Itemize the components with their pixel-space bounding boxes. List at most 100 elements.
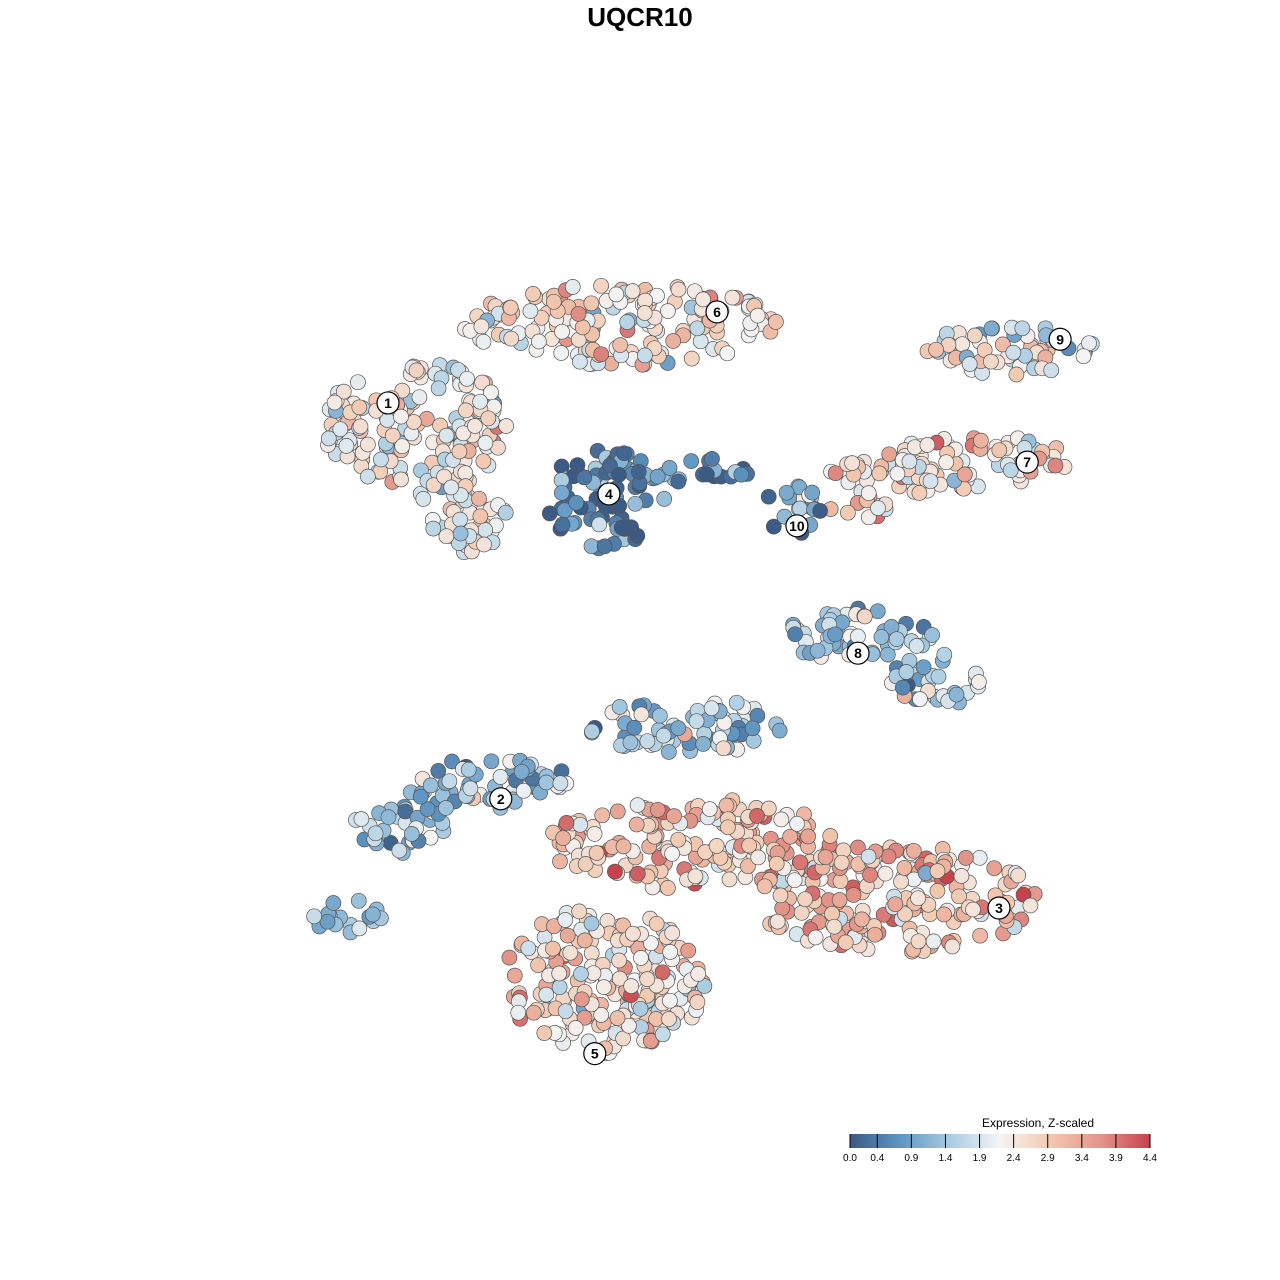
data-point — [425, 477, 442, 493]
data-point — [1043, 362, 1060, 379]
data-point — [510, 1004, 527, 1021]
data-point — [525, 286, 541, 302]
cluster-label-text: 3 — [995, 900, 1003, 916]
data-point — [683, 350, 700, 367]
data-point — [1008, 366, 1025, 383]
cluster-label-text: 6 — [713, 304, 721, 320]
data-point — [687, 868, 704, 885]
data-point — [615, 838, 632, 855]
data-point — [683, 453, 700, 469]
data-point — [530, 957, 546, 973]
data-point — [444, 753, 460, 770]
data-point — [593, 277, 609, 294]
data-point — [666, 808, 682, 824]
data-point — [720, 819, 736, 836]
data-point — [393, 471, 409, 488]
data-point — [571, 903, 588, 920]
data-point — [408, 362, 425, 379]
data-point — [403, 826, 420, 842]
data-point — [721, 871, 738, 888]
legend-tick-label: 3.4 — [1075, 1153, 1089, 1164]
data-point — [360, 436, 376, 453]
data-point — [699, 466, 715, 483]
cluster-label-text: 4 — [605, 486, 613, 502]
data-point — [591, 516, 608, 533]
legend-tick-label: 1.4 — [939, 1153, 953, 1164]
data-point — [951, 888, 967, 905]
data-point — [609, 1010, 626, 1026]
data-point — [332, 421, 349, 438]
data-point — [438, 427, 455, 444]
data-point — [576, 932, 593, 949]
data-point — [629, 865, 646, 882]
data-point — [708, 838, 725, 854]
legend-tick-label: 2.9 — [1041, 1153, 1055, 1164]
data-point — [733, 466, 750, 483]
data-point — [394, 438, 411, 455]
data-point — [812, 503, 828, 519]
legend-tick-label: 2.4 — [1007, 1153, 1021, 1164]
data-point — [639, 971, 656, 987]
data-point — [844, 455, 860, 471]
data-point — [769, 913, 786, 930]
data-point — [905, 842, 922, 859]
data-point — [458, 402, 474, 419]
data-point — [373, 451, 389, 468]
data-point — [576, 469, 593, 486]
data-point — [910, 933, 927, 950]
data-point — [325, 895, 342, 911]
data-point — [462, 780, 479, 797]
data-point — [860, 848, 877, 865]
data-point — [833, 854, 850, 871]
data-point — [545, 293, 562, 310]
data-point — [515, 782, 532, 799]
data-point — [661, 744, 677, 760]
data-point — [627, 495, 644, 512]
data-point — [749, 307, 766, 324]
data-point — [809, 642, 826, 659]
data-point — [972, 927, 988, 944]
data-point — [391, 842, 408, 859]
data-point — [558, 815, 575, 831]
data-point — [689, 320, 706, 337]
data-point — [611, 970, 628, 987]
data-point — [873, 629, 890, 645]
data-point — [797, 891, 813, 908]
data-point — [870, 500, 886, 516]
data-point — [422, 777, 439, 794]
legend-tick-label: 4.4 — [1143, 1153, 1157, 1164]
data-point — [948, 686, 965, 703]
data-point — [415, 491, 432, 507]
data-point — [654, 964, 671, 981]
data-point — [1022, 897, 1039, 914]
data-point — [474, 374, 490, 391]
data-point — [584, 723, 600, 740]
data-point — [320, 430, 337, 447]
data-point — [804, 484, 821, 501]
data-point — [792, 854, 809, 871]
data-point — [778, 484, 795, 501]
data-point — [660, 880, 676, 896]
data-point — [394, 382, 411, 399]
chart-title: UQCR10 — [587, 2, 693, 32]
data-point — [786, 872, 803, 889]
data-point — [867, 926, 883, 943]
data-point — [1047, 457, 1064, 474]
data-point — [649, 468, 666, 485]
data-point — [326, 394, 343, 411]
data-point — [350, 374, 366, 391]
data-point — [695, 736, 712, 752]
data-point — [553, 484, 570, 501]
data-point — [520, 940, 537, 957]
data-point — [513, 763, 530, 780]
data-point — [983, 320, 1000, 337]
data-point — [782, 828, 799, 845]
point-layer — [306, 277, 1100, 1062]
data-point — [915, 659, 932, 676]
data-point — [929, 883, 946, 899]
data-point — [983, 353, 999, 370]
data-point — [655, 727, 672, 744]
data-point — [871, 465, 888, 482]
data-point — [455, 425, 472, 442]
data-point — [572, 353, 588, 370]
